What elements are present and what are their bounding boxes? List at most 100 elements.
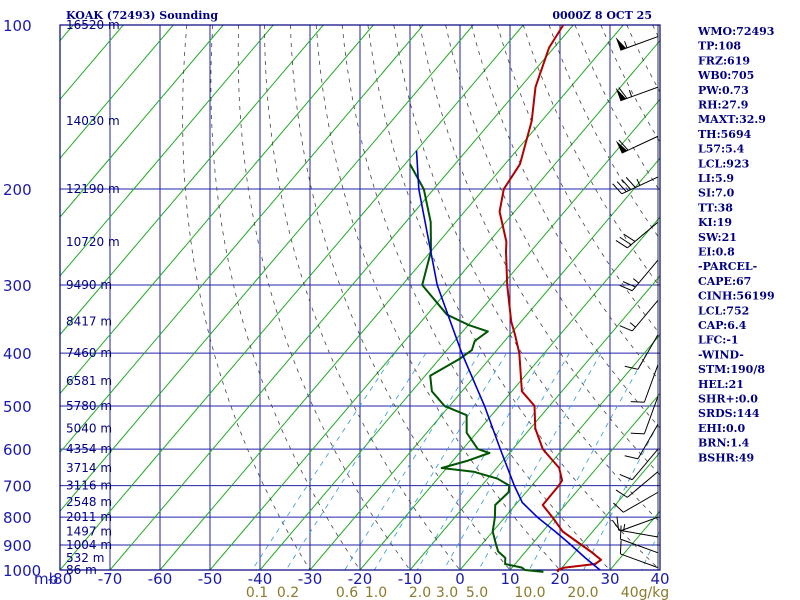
height-label: 3116 m [66,479,112,493]
height-label: 9490 m [66,278,112,292]
dry-adiabat-200 [782,25,800,570]
mixing-ratio-20 [583,419,660,570]
height-label: 12190 m [66,182,120,196]
dewpoint-curve [409,163,544,573]
mixing-ratio-label: 40g/kg [621,585,669,600]
skew-isotherm--30 [309,157,660,570]
dry-adiabat--20 [210,25,361,570]
height-label: 6581 m [66,374,112,388]
mixing-ratio-0.1 [251,352,396,570]
index-line: LFC:-1 [698,334,739,347]
height-label: 8417 m [66,315,112,329]
index-line: WMO:72493 [697,25,774,38]
height-label: 5780 m [66,399,112,413]
skew-isotherm--150 [60,25,174,160]
mixing-ratio-2 [416,352,546,570]
index-line: FRZ:619 [698,54,750,67]
index-line: -PARCEL- [698,260,757,273]
index-line: LI:5.9 [698,172,734,185]
temperature-curve [498,24,603,573]
mixing-ratio-label: 5.0 [466,585,488,600]
dry-adiabat-40 [367,25,660,570]
parcel-curve [415,150,601,571]
index-line: LCL:923 [698,157,749,170]
index-line: -WIND- [698,348,744,361]
height-label: 4354 m [66,442,112,456]
temp-tick: -10 [398,570,423,588]
temp-tick: 30 [600,570,619,588]
skew-isotherm--20 [359,216,660,570]
wind-barb [615,135,659,154]
mixing-ratio-3 [443,352,570,570]
height-label: 7460 m [66,346,112,360]
mixing-ratio-label: 0.6 [336,585,358,600]
wind-barb [611,516,659,532]
temp-tick: 10 [500,570,519,588]
index-line: PW:0.73 [698,84,749,97]
height-label: 1004 m [66,538,112,552]
height-label: 532 m [66,551,104,565]
wind-barb [619,259,659,292]
mixing-ratio-label: 2.0 [409,585,431,600]
height-label: 10720 m [66,235,120,249]
pressure-tick-500: 500 [3,398,32,416]
pressure-tick-700: 700 [3,478,32,496]
wind-barb [615,86,659,102]
temp-tick: 40 [650,570,669,588]
skew-isotherm-20 [559,451,660,570]
dry-adiabat--10 [237,25,411,570]
temp-tick: -50 [198,570,223,588]
temp-tick: -30 [298,570,323,588]
mixing-ratio-1 [374,352,507,570]
index-line: BSHR:49 [698,451,754,464]
mixing-ratio-40 [641,529,660,570]
height-label: 16520 m [66,18,120,32]
wind-barb [619,299,659,332]
temp-tick: 0 [455,570,465,588]
index-line: LCL:752 [698,304,749,317]
chart-datetime: 0000Z 8 OCT 25 [552,9,652,22]
pressure-tick-1000: 1000 [3,562,41,580]
wind-barb [619,448,659,481]
temp-tick: -40 [248,570,273,588]
temp-tick: -20 [348,570,373,588]
index-line: EHI:0.0 [698,422,745,435]
index-line: CINH:56199 [698,290,775,303]
dry-adiabat-20 [315,25,561,570]
index-line: WB0:705 [697,69,754,82]
index-line: BRN:1.4 [698,437,750,450]
height-label: 2011 m [66,510,112,524]
height-label: 14030 m [66,114,120,128]
index-line: L57:5.4 [698,143,745,156]
skew-isotherm--100 [60,25,424,454]
temp-tick: 20 [550,570,569,588]
mixing-ratio-label: 0.2 [277,585,299,600]
grid-layer [59,24,800,571]
skew-isotherm--70 [109,25,574,570]
dry-adiabat--30 [182,25,311,570]
pressure-tick-100: 100 [3,17,32,35]
index-line: SI:7.0 [698,187,735,200]
wind-barb [615,36,659,51]
index-line: RH:27.9 [698,99,748,112]
index-line: KI:19 [698,216,732,229]
skew-isotherm--120 [60,25,324,336]
index-line: MAXT:32.9 [698,113,766,126]
mixing-ratio-label: 3.0 [436,585,458,600]
skew-isotherm--110 [60,25,374,395]
skew-isotherm--80 [60,25,524,570]
wind-barbs [611,25,659,570]
height-label: 5040 m [66,421,112,435]
pressure-axis-unit: mb [34,570,58,588]
height-label: 3714 m [66,461,112,475]
wind-barb [615,221,659,249]
chart-title: KOAK (72493) Sounding [66,9,218,22]
plot-grid [60,25,800,570]
wind-barb [619,540,659,569]
wind-barb [630,396,659,435]
skew-isotherm--90 [60,25,474,512]
wind-barb [615,471,659,498]
skew-isotherm--130 [60,25,274,277]
wind-barb [613,491,659,513]
